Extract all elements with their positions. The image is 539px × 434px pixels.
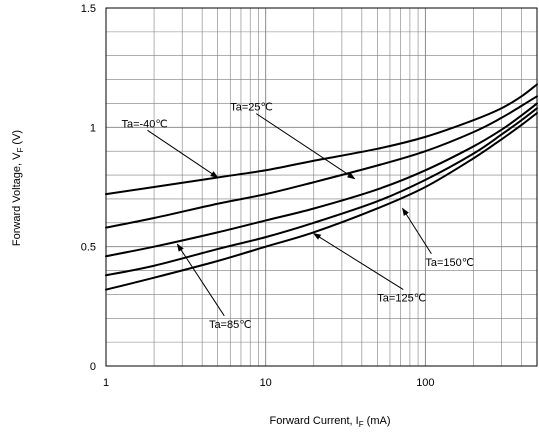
annotations: Ta=-40℃ Ta=25℃ Ta=85℃ Ta=125℃ Ta=150℃ bbox=[121, 102, 474, 331]
annotation-arrow-0 bbox=[147, 129, 219, 179]
x-tick-label: 1 bbox=[103, 377, 109, 389]
annotation-arrow-3 bbox=[312, 233, 404, 290]
series-line-0 bbox=[105, 83, 538, 196]
series-line-2 bbox=[105, 102, 538, 258]
y-tick-label: 0.5 bbox=[81, 242, 96, 254]
x-tick-label: 100 bbox=[416, 377, 434, 389]
series-line-1 bbox=[105, 95, 538, 229]
tick-labels: 1 10 100 0 0.5 1 1.5 bbox=[81, 3, 435, 389]
annotation-label-0: Ta=-40℃ bbox=[121, 118, 167, 130]
plot-frame bbox=[105, 7, 538, 367]
x-axis-label: Forward Current, IF (mA) bbox=[269, 415, 390, 429]
x-tick-label: 10 bbox=[260, 377, 272, 389]
annotation-label-2: Ta=85℃ bbox=[209, 319, 252, 331]
series-lines bbox=[105, 83, 538, 291]
annotation-label-1: Ta=25℃ bbox=[230, 102, 273, 114]
y-axis-label: Forward Voltage, VF (V) bbox=[11, 130, 25, 246]
annotation-label-3: Ta=125℃ bbox=[377, 293, 426, 305]
grid bbox=[105, 7, 538, 367]
annotation-label-4: Ta=150℃ bbox=[425, 257, 474, 269]
y-tick-label: 1 bbox=[90, 122, 96, 134]
y-tick-label: 0 bbox=[90, 361, 96, 373]
series-line-4 bbox=[105, 112, 538, 291]
annotation-arrow-4 bbox=[402, 207, 432, 255]
series-line-3 bbox=[105, 107, 538, 277]
y-tick-label: 1.5 bbox=[81, 3, 96, 15]
annotation-arrow-1 bbox=[255, 113, 356, 180]
annotation-arrow-2 bbox=[176, 243, 225, 317]
